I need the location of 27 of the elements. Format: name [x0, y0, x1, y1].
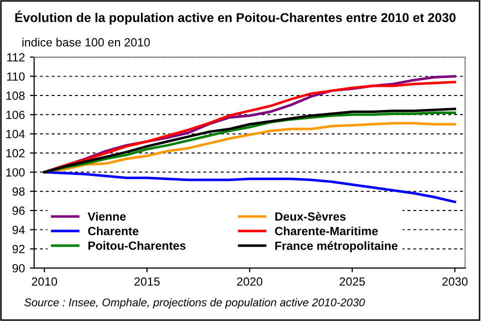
legend-label: France métropolitaine [275, 241, 398, 252]
legend-label: Poitou-Charentes [88, 241, 186, 250]
x-tick-label: 2030 [442, 277, 468, 286]
y-tick-label: 94 [12, 226, 25, 234]
y-tick-label: 110 [7, 72, 25, 81]
y-tick-label: 98 [12, 187, 25, 196]
chart-subtitle: indice base 100 en 2010 [22, 38, 150, 47]
legend-label: Charente-Maritime [275, 226, 378, 236]
y-tick-label: 108 [6, 92, 25, 100]
x-tick-label: 2010 [32, 277, 58, 286]
y-tick-label: 112 [7, 53, 25, 62]
legend-label: Vienne [88, 212, 126, 221]
source-note: Source : Insee, Omphale, projections de population active 2010-2030 [24, 298, 365, 309]
y-tick-label: 100 [6, 168, 25, 177]
line-series [43, 170, 456, 204]
y-tick-label: 102 [6, 149, 25, 158]
chart-title: Évolution de la population active en Poitou-Charentes entre 2010 et 2030 [15, 10, 456, 25]
x-tick-label: 2015 [134, 277, 160, 286]
y-tick-label: 92 [12, 244, 25, 254]
legend-label: Deux-Sèvres [275, 212, 346, 221]
y-tick-label: 106 [6, 110, 25, 120]
y-tick-label: 104 [6, 130, 25, 138]
y-tick-label: 96 [12, 206, 25, 215]
x-tick-label: 2020 [237, 277, 262, 286]
x-tick-label: 2025 [340, 277, 365, 286]
y-tick-label: 90 [12, 264, 25, 272]
legend-label: Charente [88, 226, 138, 236]
